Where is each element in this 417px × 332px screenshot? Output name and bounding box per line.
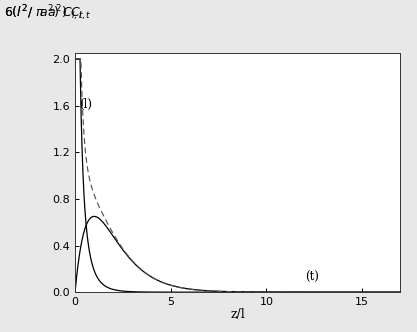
X-axis label: z/l: z/l	[230, 308, 245, 321]
Text: (l): (l)	[79, 98, 92, 111]
Text: $6(l^2/\ \ a^2)\ C_{l,t}$: $6(l^2/\ \ a^2)\ C_{l,t}$	[4, 3, 84, 23]
Text: (t): (t)	[305, 271, 319, 284]
Text: $6(\mathit{l}^2/\ \pi\ \mathit{a}^2)\ C_{\mathit{l},\mathit{t}}$: $6(\mathit{l}^2/\ \pi\ \mathit{a}^2)\ C_…	[4, 3, 92, 23]
